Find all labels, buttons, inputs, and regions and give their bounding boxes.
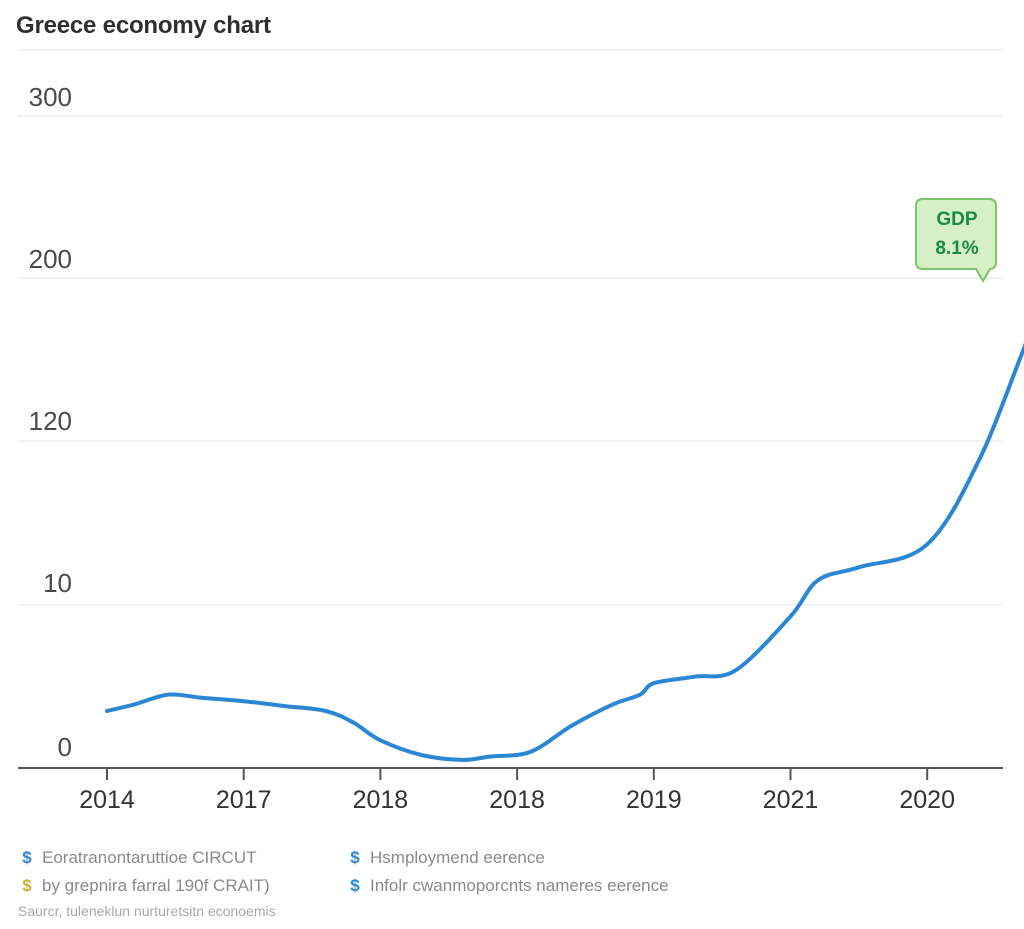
y-tick-label: 120 [29, 406, 72, 436]
x-tick-label: 2017 [216, 786, 272, 814]
y-tick-label: 200 [29, 244, 72, 274]
x-tick-label: 2020 [899, 786, 955, 814]
legend-item: $ by grepnira farral 190f CRAIT) [18, 876, 270, 896]
x-axis-ticks: 2014 2017 2018 2018 2019 2021 2020 [79, 768, 955, 814]
legend-label: by grepnira farral 190f CRAIT) [42, 876, 270, 895]
x-tick-label: 2019 [626, 786, 682, 814]
y-tick-label: 300 [29, 82, 72, 112]
x-tick-label: 2018 [489, 786, 545, 814]
gridlines [18, 49, 1003, 606]
legend-marker-icon: $ [350, 876, 360, 895]
y-tick-label: 0 [58, 732, 72, 762]
x-tick-label: 2018 [353, 786, 409, 814]
y-axis-ticks: 300 200 120 10 0 [29, 82, 72, 762]
callout-value: 8.1% [935, 238, 978, 259]
legend-label: Hsmploymend eerence [370, 848, 545, 867]
legend-marker-icon: $ [22, 848, 32, 867]
legend-marker-icon: $ [22, 876, 32, 895]
legend-item: $ Hsmploymend eerence [346, 848, 545, 868]
source-note: Saurcr, tuleneklun nurturetsitn econoemi… [18, 903, 276, 919]
callout-label: GDP [936, 209, 978, 230]
x-tick-label: 2014 [79, 786, 135, 814]
y-tick-label: 10 [43, 568, 72, 598]
callout-bubble [915, 198, 997, 283]
legend-label: Eoratranontaruttioe CIRCUT [42, 848, 257, 867]
legend-marker-icon: $ [350, 848, 360, 867]
legend-item: $ Eoratranontaruttioe CIRCUT [18, 848, 256, 868]
series-line-gdp [105, 342, 1024, 762]
x-tick-label: 2021 [763, 786, 819, 814]
gdp-callout: GDP 8.1% [915, 198, 997, 283]
legend-item: $ Infolr cwanmoporcnts nameres eerence [346, 876, 669, 896]
legend-label: Infolr cwanmoporcnts nameres eerence [370, 876, 669, 895]
chart-title: Greece economy chart [16, 12, 271, 39]
